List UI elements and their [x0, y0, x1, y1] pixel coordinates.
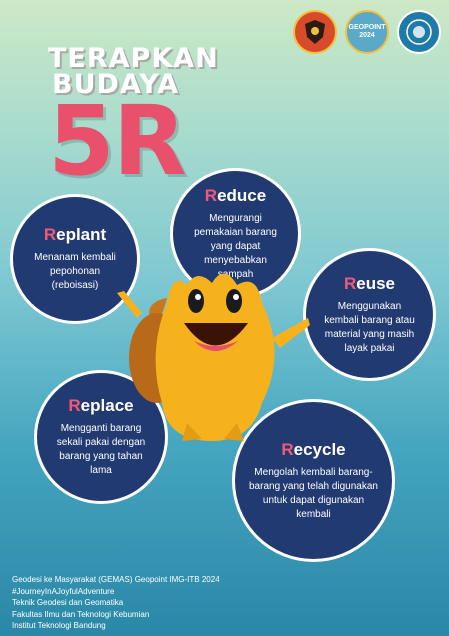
title-line-2: BUDAYA [52, 69, 180, 100]
department-seal-icon [397, 10, 441, 54]
replant-circle: Replant Menanam kembali pepohonan (reboi… [10, 194, 140, 324]
replant-description: Menanam kembali pepohonan (reboisasi) [34, 252, 116, 291]
footer-credits: Geodesi ke Masyarakat (GEMAS) Geopoint I… [12, 574, 220, 632]
recycle-description: Mengolah kembali barang-barang yang tela… [249, 466, 378, 520]
reduce-heading: Reduce [204, 185, 267, 205]
mascot-illustration [117, 273, 310, 441]
university-emblem-icon [293, 10, 337, 54]
logo-row: GEOPOINT 2024 [293, 10, 441, 54]
geopoint-logo-year: 2024 [359, 32, 375, 39]
geopoint-logo: GEOPOINT 2024 [345, 10, 389, 54]
replace-heading: Replace [68, 396, 134, 415]
footer-line-2: #JourneyInAJoyfulAdventure [12, 586, 115, 596]
reduce-description: Mengurangi pemakaian barang yang dapat m… [194, 212, 277, 280]
recycle-circle: Recycle Mengolah kembali barang-barang y… [232, 399, 395, 562]
footer-line-5: Institut Teknologi Bandung [12, 621, 106, 630]
poster-title: TERAPKAN BUDAYA 5R [48, 43, 219, 197]
title-5r: 5R [48, 85, 187, 197]
footer-line-1: Geodesi ke Masyarakat (GEMAS) Geopoint I… [12, 575, 220, 584]
reuse-description: Menggunakan kembali barang atau material… [324, 300, 415, 354]
replant-heading: Replant [43, 225, 107, 244]
title-line-1: TERAPKAN [48, 43, 219, 74]
recycle-heading: Recycle [281, 439, 346, 459]
footer-line-3: Teknik Geodesi dan Geomatika [12, 598, 124, 607]
reuse-heading: Reuse [343, 273, 396, 293]
reuse-circle: Reuse Menggunakan kembali barang atau ma… [303, 248, 436, 381]
replace-description: Mengganti barang sekali pakai dengan bar… [56, 423, 146, 476]
geopoint-logo-text: GEOPOINT [348, 24, 386, 32]
footer-line-4: Fakultas Ilmu dan Teknologi Kebumian [12, 609, 150, 619]
